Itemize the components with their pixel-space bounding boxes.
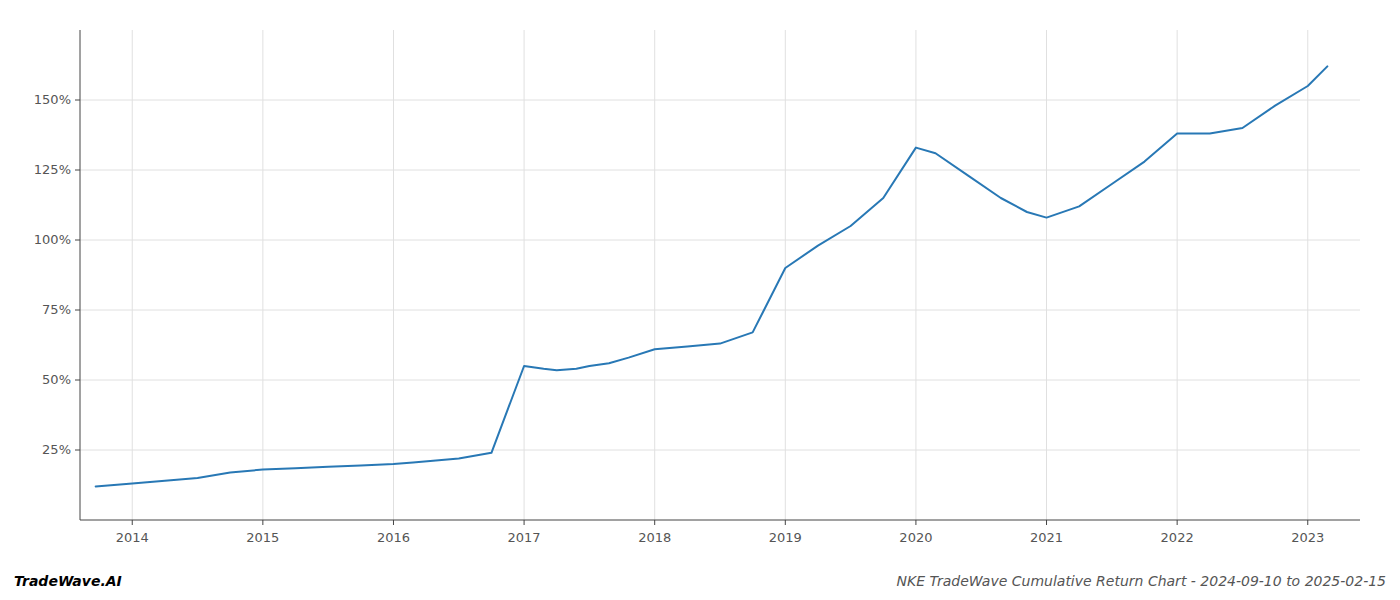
plot-data — [96, 66, 1328, 486]
y-tick — [75, 100, 80, 101]
x-tick-label: 2014 — [116, 530, 149, 545]
x-grid-line — [1177, 30, 1178, 520]
y-tick — [75, 380, 80, 381]
y-tick — [75, 450, 80, 451]
x-tick — [132, 520, 133, 525]
y-tick-label: 75% — [42, 302, 71, 317]
x-tick-label: 2022 — [1161, 530, 1194, 545]
grid — [80, 30, 1360, 520]
x-grid-line — [915, 30, 916, 520]
x-tick-label: 2016 — [377, 530, 410, 545]
x-tick-label: 2019 — [769, 530, 802, 545]
x-tick-label: 2017 — [508, 530, 541, 545]
y-tick-label: 50% — [42, 372, 71, 387]
y-tick-label: 150% — [34, 92, 71, 107]
y-axis-line — [80, 30, 81, 520]
x-tick-label: 2020 — [899, 530, 932, 545]
y-grid-line — [80, 380, 1360, 381]
ticks: 25% 50% 75% 100% 125% 150% 2014 2015 2016 2017 201… — [34, 92, 1324, 546]
watermark: TradeWave.AI — [14, 573, 122, 589]
x-tick — [524, 520, 525, 525]
x-grid-line — [1307, 30, 1308, 520]
x-grid-line — [524, 30, 525, 520]
x-grid-line — [262, 30, 263, 520]
chart: 25% 50% 75% 100% 125% 150% 2014 2015 2016 2017 201… — [0, 0, 1400, 600]
x-axis-line — [80, 520, 1360, 521]
x-tick-label: 2021 — [1030, 530, 1063, 545]
x-grid-line — [785, 30, 786, 520]
y-grid-line — [80, 310, 1360, 311]
x-tick — [654, 520, 655, 525]
x-grid-line — [132, 30, 133, 520]
x-tick-label: 2015 — [246, 530, 279, 545]
y-tick — [75, 240, 80, 241]
x-tick-label: 2023 — [1291, 530, 1324, 545]
x-grid-line — [393, 30, 394, 520]
y-tick — [75, 310, 80, 311]
x-tick — [1046, 520, 1047, 525]
line — [96, 66, 1328, 486]
y-grid-line — [80, 450, 1360, 451]
y-grid-line — [80, 100, 1360, 101]
x-tick — [393, 520, 394, 525]
y-tick-label: 25% — [42, 442, 71, 457]
x-grid-line — [654, 30, 655, 520]
x-tick — [1177, 520, 1178, 525]
y-tick-label: 100% — [34, 232, 71, 247]
y-tick — [75, 170, 80, 171]
x-tick — [915, 520, 916, 525]
y-tick-label: 125% — [34, 162, 71, 177]
x-tick-label: 2018 — [638, 530, 671, 545]
y-grid-line — [80, 170, 1360, 171]
x-tick — [1307, 520, 1308, 525]
x-tick — [785, 520, 786, 525]
x-grid-line — [1046, 30, 1047, 520]
x-tick — [262, 520, 263, 525]
title: NKE TradeWave Cumulative Return Chart - … — [897, 573, 1387, 589]
y-grid-line — [80, 240, 1360, 241]
